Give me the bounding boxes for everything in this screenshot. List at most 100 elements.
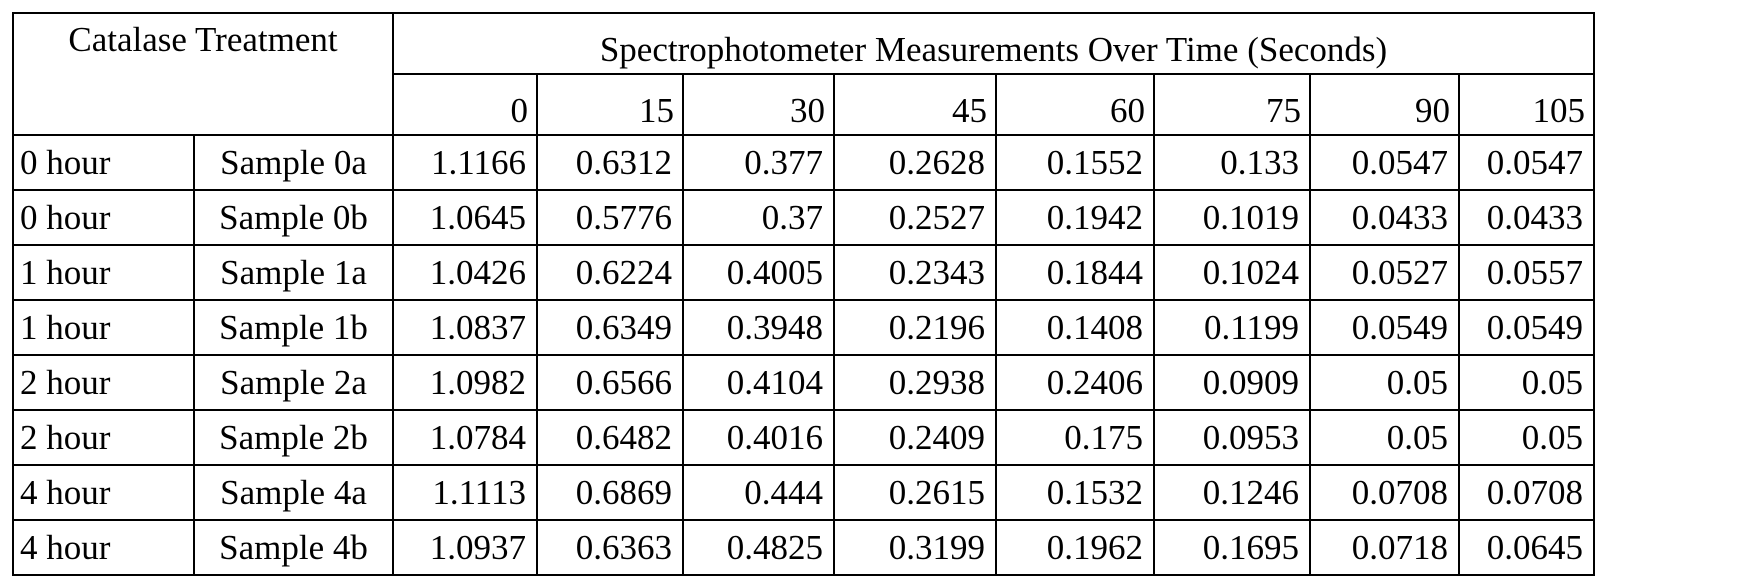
value-cell: 0.4005 <box>683 245 834 300</box>
table-row: 2 hour Sample 2a 1.0982 0.6566 0.4104 0.… <box>13 355 1594 410</box>
value-cell: 0.2196 <box>834 300 996 355</box>
sample-cell: Sample 2b <box>194 410 393 465</box>
hour-cell: 2 hour <box>13 410 194 465</box>
value-cell: 0.6363 <box>537 520 683 575</box>
value-cell: 0.1532 <box>996 465 1154 520</box>
time-header: 90 <box>1310 74 1459 135</box>
value-cell: 0.2527 <box>834 190 996 245</box>
table-row: 1 hour Sample 1b 1.0837 0.6349 0.3948 0.… <box>13 300 1594 355</box>
value-cell: 0.0557 <box>1459 245 1594 300</box>
value-cell: 0.6482 <box>537 410 683 465</box>
table-row: 0 hour Sample 0b 1.0645 0.5776 0.37 0.25… <box>13 190 1594 245</box>
value-cell: 0.1695 <box>1154 520 1310 575</box>
value-cell: 1.0426 <box>393 245 537 300</box>
value-cell: 0.6566 <box>537 355 683 410</box>
table-row: 2 hour Sample 2b 1.0784 0.6482 0.4016 0.… <box>13 410 1594 465</box>
spectrophotometer-table: Catalase Treatment Spectrophotometer Mea… <box>12 12 1595 576</box>
value-cell: 0.05 <box>1459 410 1594 465</box>
value-cell: 1.0937 <box>393 520 537 575</box>
value-cell: 0.3948 <box>683 300 834 355</box>
value-cell: 0.2343 <box>834 245 996 300</box>
value-cell: 1.1113 <box>393 465 537 520</box>
value-cell: 0.1199 <box>1154 300 1310 355</box>
value-cell: 0.1246 <box>1154 465 1310 520</box>
value-cell: 0.05 <box>1459 355 1594 410</box>
value-cell: 0.4016 <box>683 410 834 465</box>
value-cell: 0.0708 <box>1310 465 1459 520</box>
hour-cell: 0 hour <box>13 135 194 190</box>
value-cell: 0.6869 <box>537 465 683 520</box>
value-cell: 0.1552 <box>996 135 1154 190</box>
value-cell: 0.377 <box>683 135 834 190</box>
value-cell: 1.0982 <box>393 355 537 410</box>
table-body: 0 hour Sample 0a 1.1166 0.6312 0.377 0.2… <box>13 135 1594 575</box>
value-cell: 0.5776 <box>537 190 683 245</box>
value-cell: 0.05 <box>1310 410 1459 465</box>
value-cell: 0.0549 <box>1459 300 1594 355</box>
value-cell: 1.0784 <box>393 410 537 465</box>
sample-cell: Sample 4a <box>194 465 393 520</box>
value-cell: 0.133 <box>1154 135 1310 190</box>
value-cell: 0.1024 <box>1154 245 1310 300</box>
table-container: Catalase Treatment Spectrophotometer Mea… <box>12 12 1595 576</box>
value-cell: 0.6312 <box>537 135 683 190</box>
value-cell: 0.1019 <box>1154 190 1310 245</box>
value-cell: 0.2938 <box>834 355 996 410</box>
value-cell: 0.1844 <box>996 245 1154 300</box>
value-cell: 0.4825 <box>683 520 834 575</box>
sample-cell: Sample 0a <box>194 135 393 190</box>
value-cell: 0.2409 <box>834 410 996 465</box>
value-cell: 0.0645 <box>1459 520 1594 575</box>
time-header: 45 <box>834 74 996 135</box>
value-cell: 0.444 <box>683 465 834 520</box>
value-cell: 1.0645 <box>393 190 537 245</box>
value-cell: 0.2406 <box>996 355 1154 410</box>
time-header: 0 <box>393 74 537 135</box>
value-cell: 0.6224 <box>537 245 683 300</box>
value-cell: 0.175 <box>996 410 1154 465</box>
value-cell: 1.1166 <box>393 135 537 190</box>
time-header: 15 <box>537 74 683 135</box>
value-cell: 0.37 <box>683 190 834 245</box>
table-row: 4 hour Sample 4b 1.0937 0.6363 0.4825 0.… <box>13 520 1594 575</box>
sample-cell: Sample 2a <box>194 355 393 410</box>
value-cell: 0.0708 <box>1459 465 1594 520</box>
value-cell: 0.0549 <box>1310 300 1459 355</box>
value-cell: 0.1408 <box>996 300 1154 355</box>
value-cell: 0.0547 <box>1310 135 1459 190</box>
sample-cell: Sample 0b <box>194 190 393 245</box>
sample-cell: Sample 4b <box>194 520 393 575</box>
sample-cell: Sample 1a <box>194 245 393 300</box>
value-cell: 0.05 <box>1310 355 1459 410</box>
value-cell: 0.0718 <box>1310 520 1459 575</box>
value-cell: 0.4104 <box>683 355 834 410</box>
time-header: 30 <box>683 74 834 135</box>
table-row: 4 hour Sample 4a 1.1113 0.6869 0.444 0.2… <box>13 465 1594 520</box>
value-cell: 0.2615 <box>834 465 996 520</box>
value-cell: 0.1962 <box>996 520 1154 575</box>
value-cell: 1.0837 <box>393 300 537 355</box>
measurements-header: Spectrophotometer Measurements Over Time… <box>393 13 1594 74</box>
sample-cell: Sample 1b <box>194 300 393 355</box>
hour-cell: 1 hour <box>13 300 194 355</box>
value-cell: 0.0527 <box>1310 245 1459 300</box>
hour-cell: 2 hour <box>13 355 194 410</box>
time-header: 75 <box>1154 74 1310 135</box>
hour-cell: 4 hour <box>13 520 194 575</box>
time-header: 105 <box>1459 74 1594 135</box>
table-row: 1 hour Sample 1a 1.0426 0.6224 0.4005 0.… <box>13 245 1594 300</box>
value-cell: 0.2628 <box>834 135 996 190</box>
value-cell: 0.0909 <box>1154 355 1310 410</box>
value-cell: 0.0953 <box>1154 410 1310 465</box>
header-row-1: Catalase Treatment Spectrophotometer Mea… <box>13 13 1594 74</box>
hour-cell: 1 hour <box>13 245 194 300</box>
value-cell: 0.0433 <box>1310 190 1459 245</box>
hour-cell: 0 hour <box>13 190 194 245</box>
value-cell: 0.0433 <box>1459 190 1594 245</box>
value-cell: 0.3199 <box>834 520 996 575</box>
value-cell: 0.0547 <box>1459 135 1594 190</box>
catalase-treatment-header: Catalase Treatment <box>13 13 393 135</box>
time-header: 60 <box>996 74 1154 135</box>
hour-cell: 4 hour <box>13 465 194 520</box>
value-cell: 0.6349 <box>537 300 683 355</box>
